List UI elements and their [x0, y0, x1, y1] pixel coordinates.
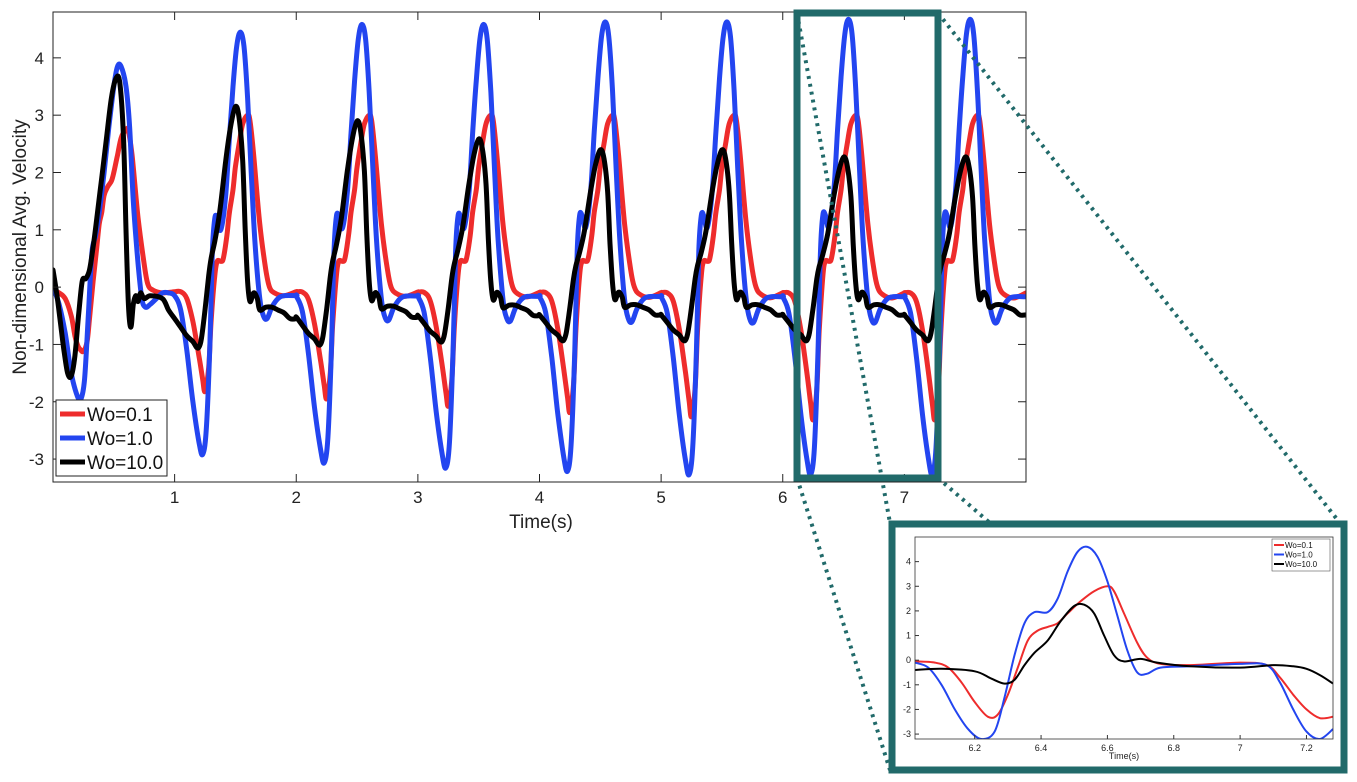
main-y-tick-label: -2 — [29, 393, 44, 412]
inset-plot-frame — [914, 536, 1334, 740]
inset-legend-label: Wo=1.0 — [1285, 551, 1313, 560]
inset-x-tick-label: 6.8 — [1168, 743, 1181, 753]
zoom-connector-left-bottom — [795, 477, 892, 771]
main-y-tick-label: 3 — [35, 106, 44, 125]
main-x-tick-label: 7 — [900, 488, 909, 507]
main-x-tick-label: 5 — [656, 488, 665, 507]
main-y-axis-label: Non-dimensional Avg. Velocity — [10, 119, 31, 375]
inset-y-tick-label: -1 — [903, 680, 911, 690]
main-legend-label: Wo=10.0 — [87, 453, 163, 474]
inset-x-tick-label: 6.6 — [1101, 743, 1114, 753]
zoom-region-box — [793, 9, 942, 482]
inset-y-tick-label: 1 — [906, 631, 911, 641]
main-y-tick-label: 0 — [35, 278, 44, 297]
main-y-tick-label: 2 — [35, 163, 44, 182]
inset-series-wo-10-0 — [915, 602, 1333, 685]
inset-y-tick-label: 3 — [906, 581, 911, 591]
zoom-connector-top — [936, 11, 1342, 525]
main-series-wo-10-0 — [53, 73, 1026, 380]
main-legend-label: Wo=0.1 — [87, 405, 153, 426]
main-legend-label: Wo=1.0 — [87, 429, 153, 450]
main-y-tick-label: -3 — [29, 450, 44, 469]
main-x-tick-label: 4 — [535, 488, 544, 507]
inset-legend-label: Wo=0.1 — [1285, 541, 1313, 550]
inset-x-tick-label: 6.2 — [968, 743, 981, 753]
main-plot-frame — [52, 11, 1027, 483]
inset-y-tick-label: 0 — [906, 655, 911, 665]
main-legend: Wo=0.1 Wo=1.0 Wo=10.0 — [55, 399, 168, 477]
main-series-wo-1-0 — [53, 16, 1026, 478]
main-series-wo-0-1 — [53, 112, 1026, 423]
inset-x-tick-label: 6.4 — [1035, 743, 1048, 753]
inset-chart: 6.2 6.4 6.6 6.8 7 7.2 -3 -2 -1 0 1 2 3 4 Time(s) Wo=0… — [888, 520, 1348, 774]
inset-x-axis-label: Time(s) — [1109, 751, 1139, 761]
zoom-connector-left-top — [795, 12, 892, 524]
inset-x-tick-label: 7 — [1238, 743, 1243, 753]
zoom-callout — [793, 9, 1342, 771]
main-x-tick-label: 1 — [170, 488, 179, 507]
inset-legend: Wo=0.1Wo=1.0Wo=10.0 — [1271, 538, 1331, 572]
main-x-tick-label: 3 — [413, 488, 422, 507]
inset-y-tick-label: 2 — [906, 606, 911, 616]
inset-y-tick-label: 4 — [906, 557, 911, 567]
main-y-tick-label: -1 — [29, 335, 44, 354]
main-x-axis-label: Time(s) — [509, 512, 573, 533]
main-y-tick-label: 4 — [35, 49, 44, 68]
main-y-tick-label: 1 — [35, 221, 44, 240]
zoom-connector-right-bottom — [936, 476, 992, 525]
inset-y-tick-label: -2 — [903, 704, 911, 714]
main-chart: 1 2 3 4 5 6 7 -3 -2 -1 0 1 2 3 4 Time(s) Non-dimension… — [10, 11, 1027, 533]
inset-y-tick-label: -3 — [903, 729, 911, 739]
inset-x-tick-label: 7.2 — [1300, 743, 1313, 753]
main-x-tick-label: 2 — [292, 488, 301, 507]
inset-legend-label: Wo=10.0 — [1285, 560, 1318, 569]
main-x-tick-label: 6 — [778, 488, 787, 507]
